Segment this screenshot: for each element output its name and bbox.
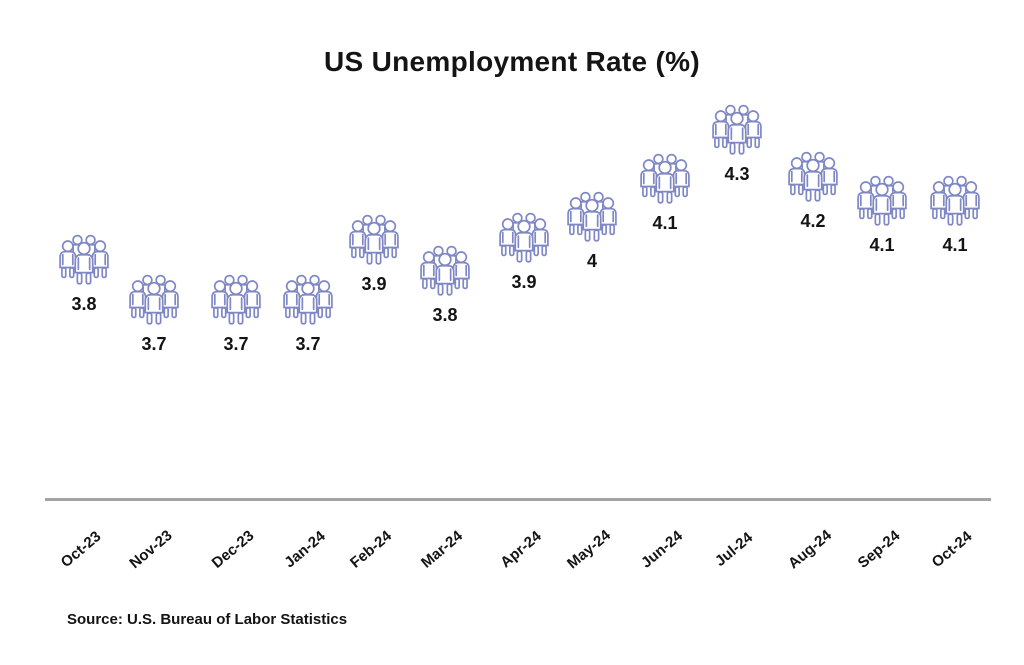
value-label: 4.1 [942, 235, 968, 255]
source-note: Source: U.S. Bureau of Labor Statistics [67, 611, 348, 628]
value-label: 3.8 [71, 294, 97, 314]
chart-title: US Unemployment Rate (%) [324, 46, 700, 77]
value-label: 4.1 [869, 235, 895, 255]
people-group-icon [56, 234, 112, 290]
value-label: 4.2 [800, 211, 826, 231]
value-label: 3.7 [141, 334, 167, 354]
value-label: 3.7 [295, 334, 321, 354]
people-group-icon [208, 274, 264, 330]
people-group-icon [854, 175, 910, 231]
value-label: 4 [586, 251, 598, 271]
value-label: 3.7 [223, 334, 249, 354]
people-group-icon [417, 245, 473, 301]
value-label: 3.8 [432, 305, 458, 325]
people-group-icon [637, 153, 693, 209]
value-label: 3.9 [361, 274, 387, 294]
people-group-icon [564, 191, 620, 247]
people-group-icon [346, 214, 402, 270]
value-label: 3.9 [511, 272, 537, 292]
value-label: 4.1 [652, 213, 678, 233]
people-group-icon [709, 104, 765, 160]
x-axis-line [45, 498, 991, 501]
people-group-icon [126, 274, 182, 330]
people-group-icon [927, 175, 983, 231]
people-group-icon [785, 151, 841, 207]
value-label: 4.3 [724, 164, 750, 184]
people-group-icon [280, 274, 336, 330]
people-group-icon [496, 212, 552, 268]
